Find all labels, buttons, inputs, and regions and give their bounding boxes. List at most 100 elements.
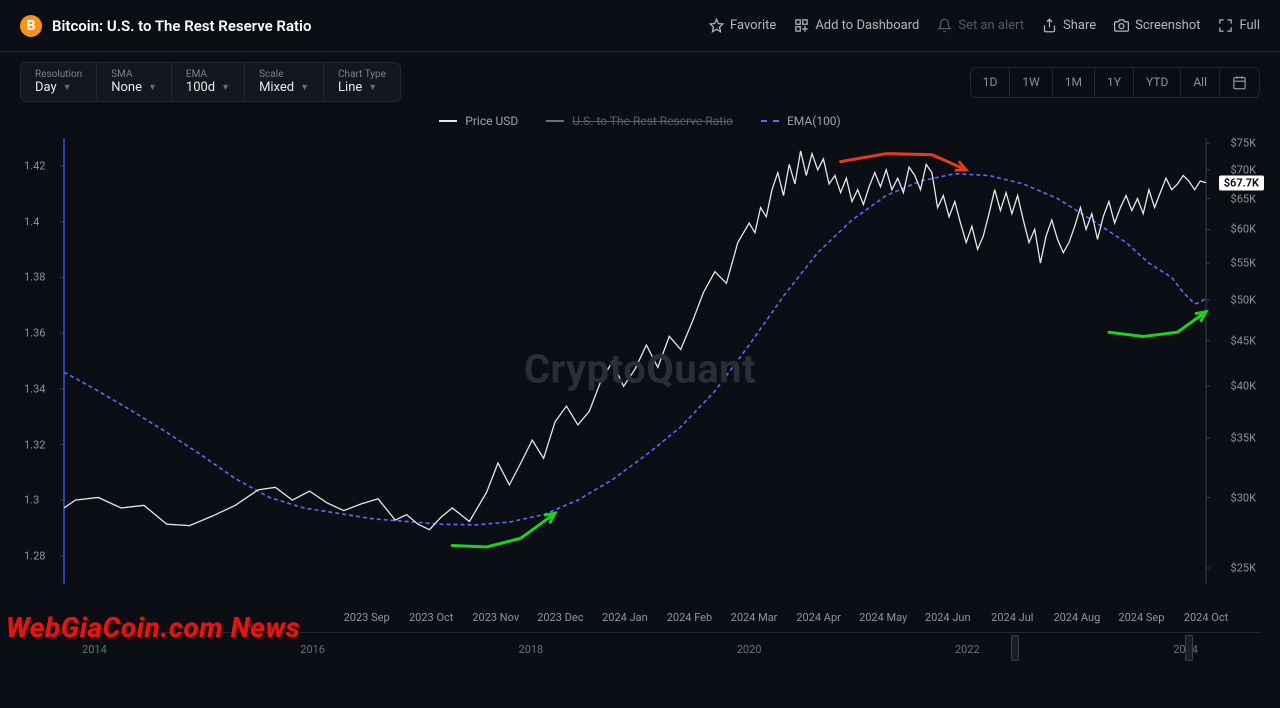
y-left-tick: 1.42 xyxy=(24,159,45,172)
y-right-tick: $55K xyxy=(1231,257,1256,270)
bell-icon xyxy=(937,18,952,33)
x-tick: 2024 May xyxy=(859,611,907,624)
resolution-value: Day xyxy=(35,80,57,95)
sma-value: None xyxy=(111,80,142,95)
scale-label: Scale xyxy=(259,69,309,80)
range-1w[interactable]: 1W xyxy=(1010,68,1052,97)
y-right-tick: $65K xyxy=(1231,192,1256,205)
brush-tick: 2016 xyxy=(300,643,325,656)
y-left-tick: 1.38 xyxy=(24,271,45,284)
share-icon xyxy=(1042,18,1057,33)
y-right-tick: $25K xyxy=(1231,562,1256,575)
x-tick: 2024 Jun xyxy=(925,611,971,624)
controls-row: Resolution Day▼ SMA None▼ EMA 100d▼ Scal… xyxy=(0,52,1280,108)
range-1y[interactable]: 1Y xyxy=(1095,68,1134,97)
scale-dropdown[interactable]: Scale Mixed ▼ xyxy=(245,63,324,101)
expand-icon xyxy=(1218,18,1233,33)
x-tick: 2024 Oct xyxy=(1184,611,1228,624)
watermark-news: WebGiaCoin.com News xyxy=(6,611,300,644)
full-button[interactable]: Full xyxy=(1218,18,1260,33)
ema-value: 100d xyxy=(186,80,215,95)
range-ytd[interactable]: YTD xyxy=(1134,68,1181,97)
set-alert-label: Set an alert xyxy=(958,18,1024,33)
ema-dropdown[interactable]: EMA 100d ▼ xyxy=(172,63,245,101)
y-right-tick: $50K xyxy=(1231,293,1256,306)
add-dashboard-button[interactable]: Add to Dashboard xyxy=(794,18,919,33)
y-right-tick: $60K xyxy=(1231,223,1256,236)
y-left-tick: 1.36 xyxy=(24,327,45,340)
camera-icon xyxy=(1114,18,1129,33)
share-button[interactable]: Share xyxy=(1042,18,1096,33)
chart-type-value: Line xyxy=(338,80,362,95)
y-left-tick: 1.32 xyxy=(24,438,45,451)
chart-type-label: Chart Type xyxy=(338,69,386,80)
legend-ratio-swatch xyxy=(546,120,564,122)
y-right-tick: $30K xyxy=(1231,491,1256,504)
x-tick: 2024 Jul xyxy=(991,611,1033,624)
share-label: Share xyxy=(1063,18,1096,33)
brush-tick: 2014 xyxy=(82,643,107,656)
y-right-tick: $40K xyxy=(1231,380,1256,393)
legend-ratio[interactable]: U.S. to The Rest Reserve Ratio xyxy=(546,114,733,128)
chart-svg xyxy=(20,132,1260,606)
y-right-tick: $45K xyxy=(1231,334,1256,347)
x-tick: 2024 Apr xyxy=(796,611,841,624)
resolution-dropdown[interactable]: Resolution Day ▼ xyxy=(21,63,97,101)
legend-price[interactable]: Price USD xyxy=(439,114,518,128)
set-alert-button[interactable]: Set an alert xyxy=(937,18,1024,33)
full-label: Full xyxy=(1239,18,1260,33)
top-actions: Favorite Add to Dashboard Set an alert S… xyxy=(709,18,1260,33)
y-right-tick: $35K xyxy=(1231,431,1256,444)
scale-value: Mixed xyxy=(259,80,294,95)
chart-area[interactable]: CryptoQuant 1.281.31.321.341.361.381.41.… xyxy=(20,132,1260,606)
favorite-button[interactable]: Favorite xyxy=(709,18,776,33)
legend-ema-label: EMA(100) xyxy=(787,114,841,128)
x-tick: 2023 Nov xyxy=(472,611,519,624)
range-button-group: 1D1W1M1YYTDAll xyxy=(970,67,1260,98)
calendar-icon xyxy=(1232,75,1247,90)
dashboard-icon xyxy=(794,18,809,33)
favorite-label: Favorite xyxy=(730,18,776,33)
chart-type-dropdown[interactable]: Chart Type Line▼ xyxy=(324,63,400,101)
bitcoin-icon: B xyxy=(20,15,42,37)
y-left-tick: 1.28 xyxy=(24,549,45,562)
screenshot-label: Screenshot xyxy=(1135,18,1200,33)
x-tick: 2023 Sep xyxy=(344,611,390,624)
range-calendar[interactable] xyxy=(1220,68,1259,97)
x-tick: 2024 Feb xyxy=(667,611,712,624)
range-1d[interactable]: 1D xyxy=(971,68,1011,97)
x-tick: 2024 Mar xyxy=(731,611,778,624)
sma-dropdown[interactable]: SMA None▼ xyxy=(97,63,172,101)
ema-label: EMA xyxy=(186,69,230,80)
legend-ema-swatch xyxy=(761,120,779,122)
brush-handle-left[interactable] xyxy=(1011,635,1019,661)
y-left-tick: 1.34 xyxy=(24,382,45,395)
x-tick: 2024 Aug xyxy=(1053,611,1100,624)
range-1m[interactable]: 1M xyxy=(1053,68,1095,97)
chevron-down-icon: ▼ xyxy=(63,82,72,93)
brush-handle-right[interactable] xyxy=(1185,635,1193,661)
y-right-tick: $75K xyxy=(1231,137,1256,150)
resolution-label: Resolution xyxy=(35,69,82,80)
y-left-tick: 1.3 xyxy=(24,494,39,507)
legend-ema[interactable]: EMA(100) xyxy=(761,114,841,128)
brush-tick: 2022 xyxy=(955,643,980,656)
legend-price-label: Price USD xyxy=(465,114,518,128)
page-title: Bitcoin: U.S. to The Rest Reserve Ratio xyxy=(52,17,311,35)
dropdown-group: Resolution Day▼ SMA None▼ EMA 100d▼ Scal… xyxy=(20,62,401,102)
legend-price-swatch xyxy=(439,120,457,122)
brush-tick: 2020 xyxy=(737,643,762,656)
x-tick: 2023 Oct xyxy=(409,611,453,624)
x-tick: 2024 Sep xyxy=(1118,611,1164,624)
chevron-down-icon: ▼ xyxy=(300,82,309,93)
star-icon xyxy=(709,18,724,33)
legend-ratio-label: U.S. to The Rest Reserve Ratio xyxy=(572,114,733,128)
range-all[interactable]: All xyxy=(1181,68,1220,97)
screenshot-button[interactable]: Screenshot xyxy=(1114,18,1200,33)
top-bar: B Bitcoin: U.S. to The Rest Reserve Rati… xyxy=(0,0,1280,52)
x-tick: 2023 Dec xyxy=(537,611,583,624)
chevron-down-icon: ▼ xyxy=(148,82,157,93)
chevron-down-icon: ▼ xyxy=(221,82,230,93)
chart-legend: Price USD U.S. to The Rest Reserve Ratio… xyxy=(0,108,1280,132)
brush-tick: 2018 xyxy=(519,643,544,656)
